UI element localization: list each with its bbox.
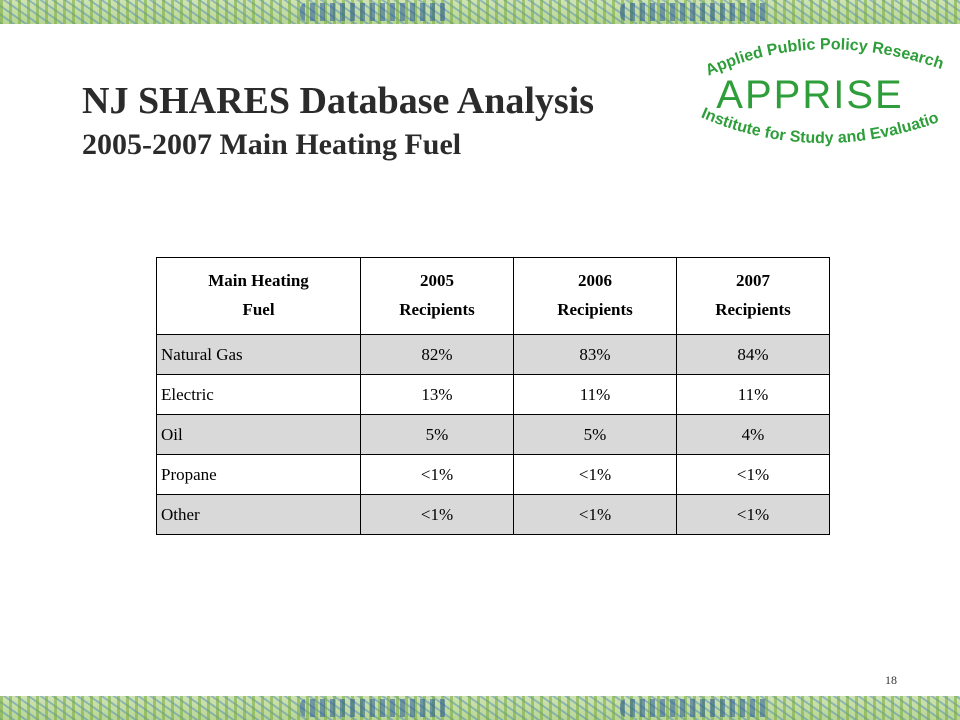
- band-pattern: [300, 699, 450, 717]
- table-cell-fuel: Propane: [156, 454, 361, 495]
- header-main-heating-fuel: Main Heating Fuel: [156, 257, 361, 335]
- title-line-2: 2005-2007 Main Heating Fuel: [82, 127, 462, 161]
- table-cell-value: 13%: [360, 374, 514, 415]
- table-cell-fuel: Other: [156, 494, 361, 535]
- table-cell-value: 4%: [676, 414, 830, 455]
- table-cell-value: <1%: [513, 494, 677, 535]
- logo-main-text: APPRISE: [716, 73, 903, 117]
- slide-title: NJ SHARES Database Analysis 2005-2007 Ma…: [82, 80, 594, 162]
- header-2005-recipients: 2005 Recipients: [360, 257, 514, 335]
- table-cell-value: <1%: [513, 454, 677, 495]
- table-cell-value: 5%: [360, 414, 514, 455]
- table-cell-value: 82%: [360, 334, 514, 375]
- table-cell-value: <1%: [360, 494, 514, 535]
- table-cell-value: 11%: [513, 374, 677, 415]
- table-cell-value: <1%: [676, 494, 830, 535]
- table-row: Oil 5% 5% 4%: [156, 414, 830, 455]
- table-cell-value: 11%: [676, 374, 830, 415]
- apprise-logo: Applied Public Policy Research APPRISE I…: [676, 28, 946, 147]
- header-2007-recipients: 2007 Recipients: [676, 257, 830, 335]
- band-pattern: [620, 3, 770, 21]
- title-line-1: NJ SHARES Database Analysis: [82, 80, 595, 122]
- table-cell-value: 5%: [513, 414, 677, 455]
- table-row: Electric 13% 11% 11%: [156, 374, 830, 415]
- table-cell-fuel: Natural Gas: [156, 334, 361, 375]
- header-2006-recipients: 2006 Recipients: [513, 257, 677, 335]
- table-cell-fuel: Electric: [156, 374, 361, 415]
- table-header-row: Main Heating Fuel 2005 Recipients 2006 R…: [156, 257, 830, 335]
- table-cell-fuel: Oil: [156, 414, 361, 455]
- band-pattern: [300, 3, 450, 21]
- table-row: Natural Gas 82% 83% 84%: [156, 334, 830, 375]
- bottom-decorative-band: [0, 696, 960, 720]
- table-row: Other <1% <1% <1%: [156, 494, 830, 535]
- heating-fuel-table: Main Heating Fuel 2005 Recipients 2006 R…: [156, 257, 830, 535]
- table-row: Propane <1% <1% <1%: [156, 454, 830, 495]
- band-pattern: [620, 699, 770, 717]
- top-decorative-band: [0, 0, 960, 24]
- table-cell-value: 84%: [676, 334, 830, 375]
- slide-number: 18: [885, 673, 897, 687]
- table-cell-value: <1%: [676, 454, 830, 495]
- table-cell-value: <1%: [360, 454, 514, 495]
- table-cell-value: 83%: [513, 334, 677, 375]
